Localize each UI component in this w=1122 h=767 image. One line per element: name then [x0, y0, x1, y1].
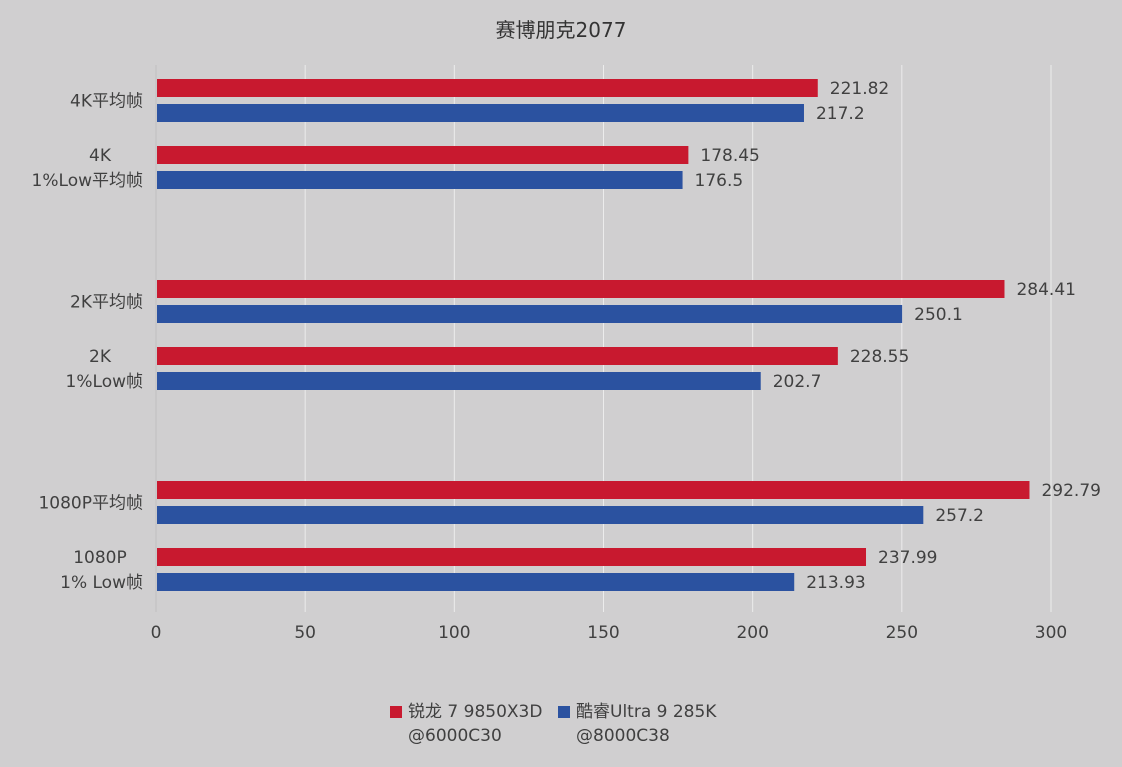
bar-blue — [157, 506, 924, 524]
bar-red — [157, 146, 689, 164]
bar-red — [157, 548, 867, 566]
data-label: 213.93 — [806, 573, 865, 593]
category-label: 1080P平均帧 — [38, 494, 143, 514]
category-label: 1% Low帧 — [60, 573, 143, 593]
bar-red — [157, 481, 1030, 499]
bar-blue — [157, 104, 804, 122]
legend-swatch-red — [390, 706, 402, 718]
data-label: 202.7 — [773, 372, 822, 392]
x-tick-label: 200 — [736, 623, 768, 643]
data-label: 228.55 — [850, 347, 909, 367]
legend-item-series-1: 酷睿Ultra 9 285K @8000C38 — [558, 700, 716, 748]
x-tick-label: 250 — [886, 623, 918, 643]
bar-red — [157, 347, 838, 365]
data-label: 250.1 — [914, 305, 963, 325]
x-tick-label: 300 — [1035, 623, 1067, 643]
data-label: 217.2 — [816, 104, 865, 124]
bar-blue — [157, 372, 761, 390]
bar-blue — [157, 305, 903, 323]
data-label: 237.99 — [878, 548, 937, 568]
data-label: 292.79 — [1041, 481, 1100, 501]
x-tick-label: 150 — [587, 623, 619, 643]
legend-swatch-blue — [558, 706, 570, 718]
x-tick-label: 0 — [151, 623, 162, 643]
legend-label-0-line2: @6000C30 — [408, 726, 502, 746]
data-label: 257.2 — [935, 506, 984, 526]
bar-blue — [157, 573, 795, 591]
category-label: 4K — [89, 146, 112, 166]
category-label: 1%Low平均帧 — [32, 171, 143, 191]
data-label: 284.41 — [1016, 280, 1075, 300]
bar-red — [157, 79, 818, 97]
x-tick-label: 100 — [438, 623, 470, 643]
chart-title: 赛博朋克2077 — [495, 18, 627, 42]
bar-red — [157, 280, 1005, 298]
data-label: 221.82 — [830, 79, 889, 99]
bar-blue — [157, 171, 683, 189]
legend-label-0: 锐龙 7 9850X3D — [408, 702, 543, 722]
category-label: 2K — [89, 347, 112, 367]
category-label: 4K平均帧 — [70, 92, 143, 112]
legend-item-series-0: 锐龙 7 9850X3D @6000C30 — [390, 700, 542, 748]
data-label: 176.5 — [695, 171, 744, 191]
category-label: 1080P — [73, 548, 127, 568]
x-tick-label: 50 — [294, 623, 316, 643]
data-label: 178.45 — [700, 146, 759, 166]
category-label: 1%Low帧 — [66, 372, 143, 392]
legend-label-1: 酷睿Ultra 9 285K — [576, 702, 717, 722]
category-label: 2K平均帧 — [70, 293, 143, 313]
legend-label-1-line2: @8000C38 — [576, 726, 670, 746]
